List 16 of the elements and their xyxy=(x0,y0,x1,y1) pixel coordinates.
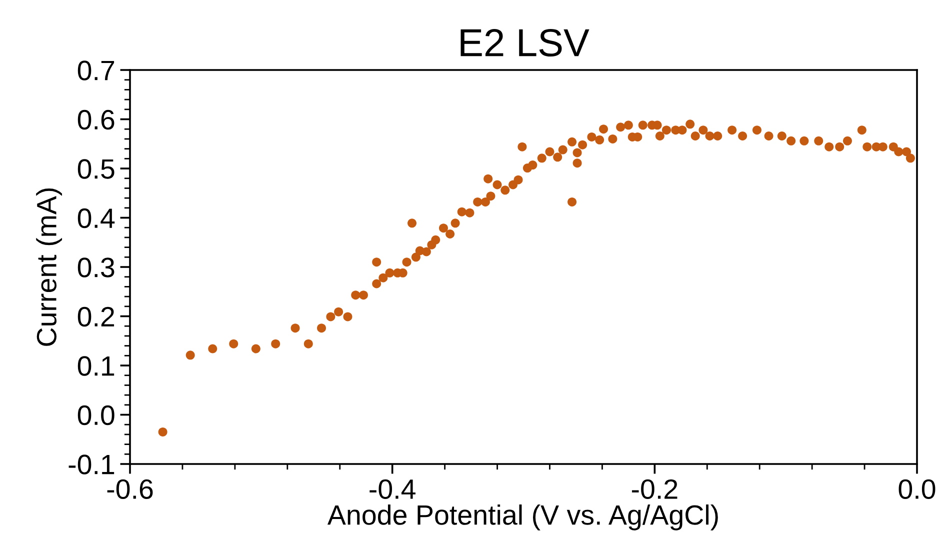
y-axis-title: Current (mA) xyxy=(36,188,62,346)
x-tick-label: -0.6 xyxy=(107,479,153,499)
y-tick-label: 0.1 xyxy=(78,356,114,376)
y-tick-label: 0.2 xyxy=(78,306,114,327)
y-tick-label: 0.6 xyxy=(78,110,114,130)
y-tick-label: 0.5 xyxy=(78,159,114,179)
x-tick-label: -0.4 xyxy=(370,479,416,499)
y-tick-label: 0.3 xyxy=(78,258,114,278)
x-tick-label: 0.0 xyxy=(898,479,936,499)
x-tick-label: -0.2 xyxy=(632,479,678,499)
y-tick-label: 0.4 xyxy=(78,208,115,228)
y-tick-label: 0.7 xyxy=(78,60,114,80)
x-axis-title: Anode Potential (V vs. Ag/AgCl) xyxy=(327,504,718,530)
chart-title: E2 LSV xyxy=(460,28,590,56)
y-tick-label: 0.0 xyxy=(78,405,114,426)
y-tick-label: -0.1 xyxy=(68,454,114,474)
